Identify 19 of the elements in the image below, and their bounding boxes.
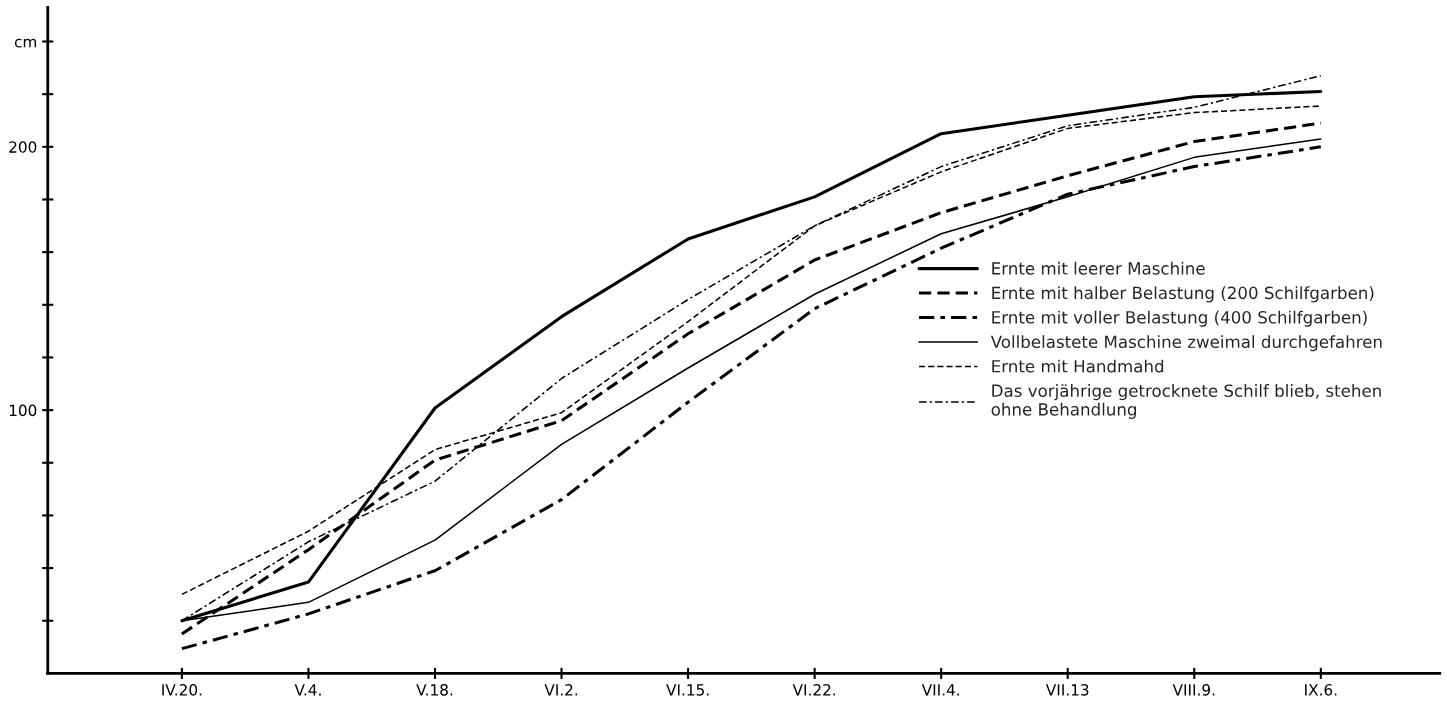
x-tick-label: VII.4. bbox=[921, 684, 959, 696]
legend-label: Ernte mit voller Belastung (400 Schilfgarben) bbox=[992, 310, 1367, 327]
y-tick-label: 200 bbox=[9, 141, 37, 153]
x-tick-label: V.4. bbox=[294, 684, 321, 696]
legend-label: Ernte mit halber Belastung (200 Schilfgarben) bbox=[992, 286, 1374, 303]
x-tick-label: VII.13 bbox=[1045, 684, 1089, 696]
x-tick-label: VI.22. bbox=[792, 684, 836, 696]
x-tick-label: VI.15. bbox=[666, 684, 709, 696]
x-tick-label: IV.20. bbox=[162, 684, 202, 696]
legend-label: Ernte mit leerer Maschine bbox=[992, 261, 1205, 275]
x-tick-label: V.18. bbox=[416, 684, 453, 696]
y-tick-label: 100 bbox=[9, 404, 37, 417]
x-tick-label: VIII.9. bbox=[1172, 684, 1215, 696]
x-tick-label: VI.2. bbox=[544, 684, 578, 696]
legend-label: Ernte mit Handmahd bbox=[992, 359, 1164, 373]
legend-label: Das vorjährige getrocknete Schilf blieb, stehen ohne Behandlung bbox=[991, 384, 1381, 419]
x-tick-label: IX.6. bbox=[1305, 684, 1337, 696]
legend-label: Vollbelastete Maschine zweimal durchgefahren bbox=[990, 335, 1382, 352]
y-tick-label: cm bbox=[14, 38, 37, 48]
